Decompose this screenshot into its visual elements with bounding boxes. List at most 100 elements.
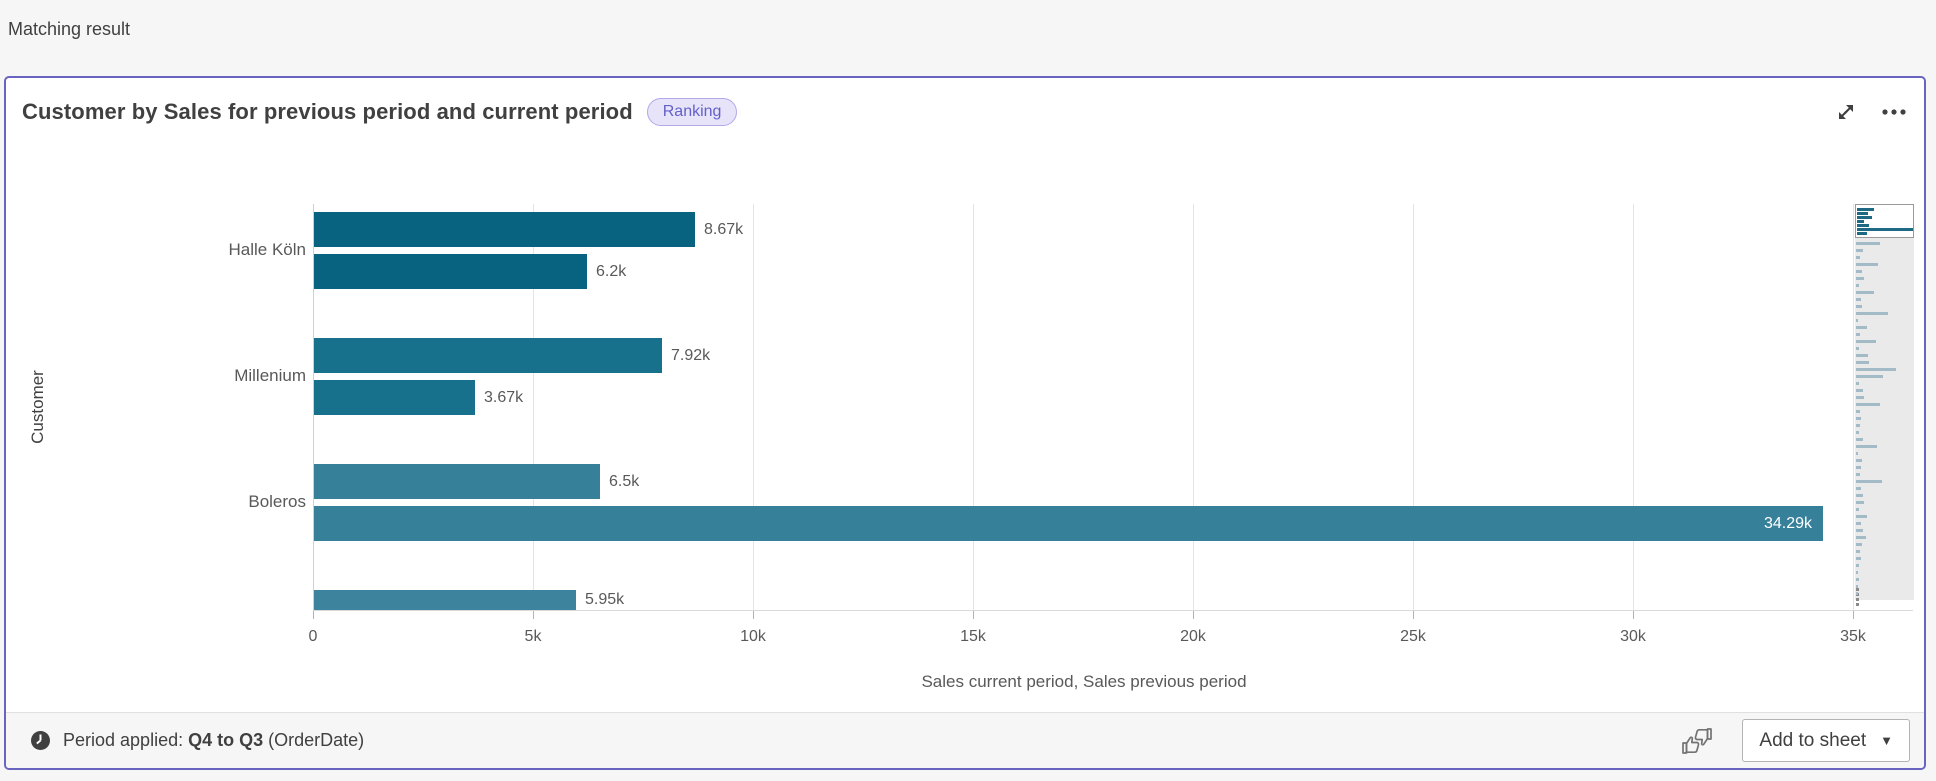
x-axis-tick-label: 10k	[740, 628, 766, 645]
thumbs-up-down-icon	[1682, 727, 1713, 754]
minimap-bar	[1856, 368, 1897, 371]
minimap-bar	[1856, 417, 1862, 420]
minimap-bar	[1856, 543, 1863, 546]
minimap-bar	[1856, 403, 1880, 406]
period-applied-text: Period applied: Q4 to Q3 (OrderDate)	[63, 730, 365, 750]
page-title: Matching result	[8, 19, 131, 39]
minimap-bar	[1856, 431, 1859, 434]
minimap-bar	[1856, 466, 1862, 469]
x-axis-tickmark	[1853, 611, 1854, 619]
y-axis-category-label: Halle Köln	[228, 240, 307, 259]
minimap-bar	[1856, 256, 1861, 259]
plot-area: 8.67k 6.2k 7.92k 3.67k 6.5k 34.29k 5.95k	[313, 204, 1855, 610]
feedback-icon[interactable]	[1678, 724, 1716, 758]
minimap-bar	[1856, 564, 1859, 567]
gridline	[1633, 204, 1634, 610]
chart-title: Customer by Sales for previous period an…	[22, 99, 633, 124]
x-axis-tick-label: 5k	[524, 628, 542, 645]
minimap-bar	[1856, 277, 1865, 280]
insight-card: Customer by Sales for previous period an…	[4, 76, 1926, 770]
minimap-bar	[1856, 284, 1860, 287]
card-header: Customer by Sales for previous period an…	[22, 90, 1908, 134]
ellipsis-icon	[1882, 109, 1906, 115]
minimap-bar	[1857, 212, 1869, 215]
expand-icon[interactable]	[1832, 98, 1860, 126]
minimap-bar	[1857, 220, 1864, 223]
x-axis-line	[313, 610, 1913, 611]
minimap-bar	[1856, 529, 1864, 532]
minimap-bar	[1856, 347, 1859, 350]
minimap-bar	[1856, 494, 1863, 497]
bar-value-label: 8.67k	[704, 220, 744, 238]
minimap-bar	[1856, 438, 1863, 441]
bar-boleros-0[interactable]	[314, 464, 600, 499]
minimap-bar	[1856, 270, 1862, 273]
bar-value-label: 34.29k	[1763, 514, 1812, 532]
minimap-bar	[1856, 480, 1882, 483]
period-value: Q4 to Q3	[188, 730, 264, 750]
minimap-viewport[interactable]	[1855, 204, 1914, 238]
bar-chart: Customer 8.67k 6.2k 7.92k 3.67k 6.5k 34.29k 5.…	[6, 78, 1924, 768]
clock-icon	[31, 731, 50, 750]
minimap-bar	[1856, 424, 1860, 427]
minimap-bar	[1857, 216, 1872, 219]
minimap-bar	[1856, 508, 1859, 511]
minimap-bar	[1856, 354, 1869, 357]
minimap-bar	[1856, 571, 1858, 574]
minimap-bar	[1856, 263, 1879, 266]
minimap-bar	[1856, 326, 1868, 329]
bar-millenium-0[interactable]	[314, 338, 662, 373]
minimap-bar	[1856, 305, 1863, 308]
bar-value-label: 3.67k	[484, 388, 524, 406]
x-axis-tickmark	[1633, 611, 1634, 619]
minimap-bar	[1856, 578, 1859, 581]
zero-gridline	[313, 204, 314, 610]
minimap-bar	[1857, 208, 1874, 211]
minimap-bar	[1856, 585, 1858, 588]
minimap-bar	[1856, 473, 1860, 476]
x-axis-tickmark	[533, 611, 534, 619]
more-options-icon[interactable]	[1880, 98, 1908, 126]
x-axis-title: Sales current period, Sales previous per…	[921, 672, 1247, 691]
x-axis-tick-label: 20k	[1180, 628, 1206, 645]
gridline	[753, 204, 754, 610]
minimap-bar	[1856, 536, 1866, 539]
minimap-bar	[1856, 375, 1883, 378]
bar-millenium-1[interactable]	[314, 380, 475, 415]
gridline	[1853, 204, 1854, 610]
add-to-sheet-button[interactable]: Add to sheet ▼	[1742, 719, 1910, 762]
x-axis-tickmark	[313, 611, 314, 619]
minimap-bar	[1856, 550, 1860, 553]
x-axis-tick-label: 0	[308, 628, 318, 645]
minimap-bar	[1856, 298, 1862, 301]
minimap-bar	[1856, 459, 1863, 462]
fullscreen-expand-icon	[1839, 105, 1853, 119]
x-axis-tick-label: 25k	[1400, 628, 1426, 645]
minimap-bar	[1856, 242, 1880, 245]
minimap-bar	[1856, 319, 1859, 322]
x-axis-tickmark	[973, 611, 974, 619]
minimap-bar	[1856, 452, 1858, 455]
x-axis-tick-label: 15k	[960, 628, 986, 645]
bar-halle-köln-1[interactable]	[314, 254, 587, 289]
bar-value-label: 7.92k	[671, 346, 711, 364]
minimap-bar	[1856, 389, 1863, 392]
minimap-bar	[1856, 487, 1862, 490]
y-axis-category-label: Millenium	[234, 366, 306, 385]
bar-value-label: 6.2k	[596, 262, 627, 280]
chart-minimap-scrollbar[interactable]	[1855, 204, 1914, 606]
bar-row3-0[interactable]	[314, 590, 576, 610]
gridline	[1193, 204, 1194, 610]
bar-boleros-1[interactable]	[314, 506, 1823, 541]
x-axis-tickmark	[1193, 611, 1194, 619]
x-axis-tick-label: 35k	[1840, 628, 1866, 645]
minimap-drag-handle[interactable]	[1856, 588, 1860, 608]
minimap-bar	[1856, 291, 1874, 294]
y-axis-title: Customer	[28, 370, 47, 444]
minimap-bar	[1856, 557, 1862, 560]
minimap-bar	[1856, 312, 1889, 315]
minimap-bar	[1856, 501, 1865, 504]
minimap-bar	[1857, 228, 1913, 231]
bar-halle-köln-0[interactable]	[314, 212, 695, 247]
bar-value-label: 5.95k	[585, 591, 625, 608]
